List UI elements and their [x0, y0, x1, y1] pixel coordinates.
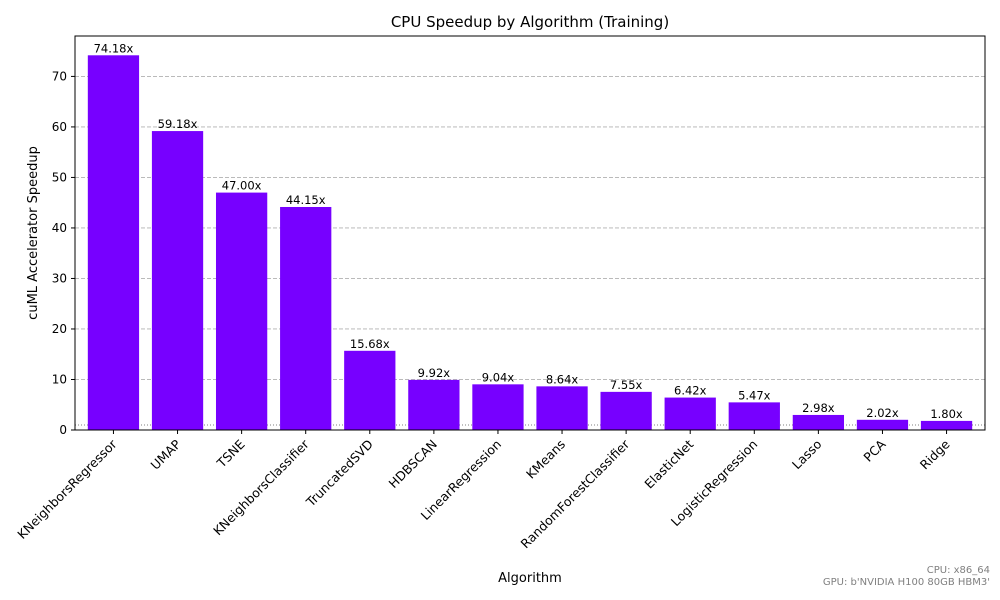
x-tick-label: TruncatedSVD: [302, 437, 376, 511]
plot-frame: [74, 35, 986, 431]
bar: [728, 402, 780, 430]
y-tick-label: 0: [59, 423, 67, 437]
bars: [87, 55, 973, 430]
x-tick-label: Lasso: [789, 437, 825, 473]
gpu-info: GPU: b'NVIDIA H100 80GB HBM3': [822, 577, 990, 588]
x-axis-label: Algorithm: [498, 571, 562, 586]
x-ticks: KNeighborsRegressor UMAP TSNEKNeighborsCla…: [14, 430, 953, 551]
bar-value-label: 7.55x: [610, 378, 643, 392]
bar-labels: 74.18x 59.18x 47.00x 44.15x 15.68x 9.92x 9.04x…: [94, 41, 963, 421]
x-tick-label: KMeans: [523, 437, 568, 482]
x-tick-label: Ridge: [917, 436, 953, 472]
y-tick-label: 40: [52, 221, 67, 235]
bar: [664, 397, 716, 430]
bar: [87, 55, 140, 430]
bar-value-label: 74.18x: [94, 41, 134, 55]
bar-value-label: 9.92x: [418, 366, 451, 380]
bar: [151, 131, 204, 430]
y-axis-label: cuML Accelerator Speedup: [26, 146, 41, 320]
bar: [344, 350, 396, 430]
y-tick-label: 30: [52, 271, 67, 285]
bar-value-label: 8.64x: [546, 372, 579, 386]
x-tick-label: KNeighborsRegressor: [14, 436, 120, 542]
x-tick-label: HDBSCAN: [386, 437, 440, 491]
bar-value-label: 47.00x: [222, 179, 262, 193]
bar: [536, 386, 588, 430]
bar-value-label: 44.15x: [286, 193, 326, 207]
x-tick-label: TSNE: [213, 436, 248, 471]
x-tick-label: UMAP: [148, 436, 184, 472]
bar-value-label: 59.18x: [158, 117, 198, 131]
bar: [920, 420, 973, 430]
y-tick-label: 10: [52, 372, 67, 386]
bar-value-label: 15.68x: [350, 337, 390, 351]
grid: [75, 75, 985, 426]
bar: [856, 419, 909, 430]
bar: [280, 206, 332, 430]
bar: [215, 192, 268, 430]
cpu-info: CPU: x86_64: [926, 565, 990, 576]
bar-value-label: 2.02x: [866, 406, 899, 420]
y-tick-label: 70: [52, 69, 67, 83]
bar: [792, 414, 845, 430]
y-tick-label: 20: [52, 322, 67, 336]
x-tick-label: ElasticNet: [641, 436, 696, 491]
bar-value-label: 9.04x: [482, 370, 515, 384]
bar-value-label: 1.80x: [930, 407, 963, 421]
y-tick-label: 60: [52, 120, 67, 134]
y-ticks: 0 10 20 30 40 50 60 70: [52, 69, 75, 437]
bar: [472, 384, 524, 430]
bar: [408, 379, 460, 430]
x-tick-label: RandomForestClassifier: [518, 436, 633, 551]
y-tick-label: 50: [52, 170, 67, 184]
chart-title: CPU Speedup by Algorithm (Training): [391, 13, 669, 31]
bar-value-label: 2.98x: [802, 401, 835, 415]
bar-value-label: 6.42x: [674, 384, 707, 398]
x-tick-label: PCA: [860, 436, 888, 464]
bar-value-label: 5.47x: [738, 388, 771, 402]
bar: [600, 391, 652, 430]
